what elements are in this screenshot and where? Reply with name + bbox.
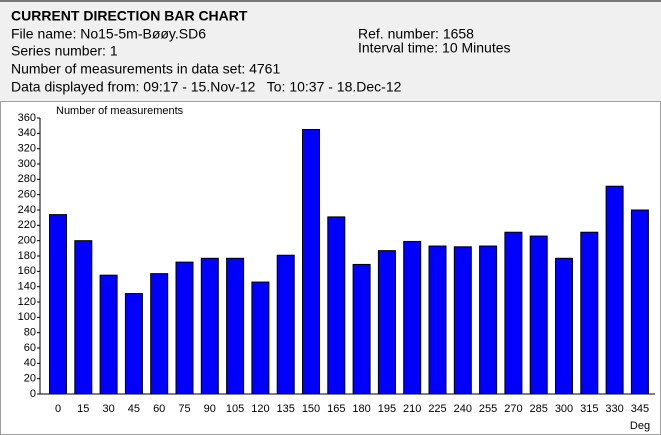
y-tick-label: 180 bbox=[18, 250, 36, 262]
header-background bbox=[0, 0, 661, 101]
series-number: Series number: 1 bbox=[11, 43, 118, 59]
bar bbox=[327, 216, 346, 395]
y-tick-label: 60 bbox=[24, 342, 36, 354]
y-axis-label: Number of measurements bbox=[56, 105, 184, 117]
ref-number: Ref. number: 1658 bbox=[358, 26, 474, 42]
y-tick-label: 140 bbox=[18, 281, 36, 293]
x-tick-label: 240 bbox=[454, 403, 472, 415]
y-tick-label: 240 bbox=[18, 204, 36, 216]
x-tick-label: 30 bbox=[102, 403, 114, 415]
bar bbox=[99, 274, 118, 395]
bar bbox=[49, 214, 67, 395]
bar bbox=[630, 209, 649, 395]
x-tick-label: 105 bbox=[226, 403, 244, 415]
x-tick-label: 150 bbox=[302, 403, 320, 415]
bar bbox=[453, 246, 472, 395]
x-tick-label: 60 bbox=[153, 403, 165, 415]
y-tick-label: 260 bbox=[18, 189, 36, 201]
x-tick-label: 225 bbox=[428, 403, 446, 415]
y-tick-label: 300 bbox=[18, 158, 36, 170]
y-tick-label: 280 bbox=[18, 173, 36, 185]
y-tick-label: 120 bbox=[18, 296, 36, 308]
title: CURRENT DIRECTION BAR CHART bbox=[11, 8, 248, 24]
y-tick-label: 40 bbox=[24, 357, 36, 369]
x-tick-label: 195 bbox=[378, 403, 396, 415]
y-tick-label: 0 bbox=[30, 388, 36, 400]
measurements: Number of measurements in data set: 4761 bbox=[11, 61, 280, 77]
bar bbox=[74, 240, 93, 395]
bar bbox=[555, 257, 573, 395]
interval: Interval time: 10 Minutes bbox=[358, 40, 511, 56]
bar bbox=[150, 273, 169, 395]
y-tick-label: 160 bbox=[18, 265, 36, 277]
x-tick-label: 0 bbox=[55, 403, 61, 415]
bar bbox=[529, 235, 548, 395]
x-tick-label: 120 bbox=[251, 403, 269, 415]
bar bbox=[251, 281, 270, 395]
bar bbox=[504, 231, 523, 395]
bar bbox=[302, 129, 320, 395]
x-tick-label: 315 bbox=[580, 403, 598, 415]
bar bbox=[377, 250, 396, 395]
x-tick-label: 330 bbox=[605, 403, 623, 415]
x-tick-label: 255 bbox=[479, 403, 497, 415]
x-tick-label: 300 bbox=[555, 403, 573, 415]
x-tick-label: 270 bbox=[504, 403, 522, 415]
displayed-range: Data displayed from: 09:17 - 15.Nov-12 T… bbox=[11, 79, 402, 95]
x-tick-label: 135 bbox=[277, 403, 295, 415]
y-tick-label: 220 bbox=[18, 219, 36, 231]
x-tick-label: 75 bbox=[178, 403, 190, 415]
y-tick-label: 100 bbox=[18, 311, 36, 323]
bar bbox=[352, 263, 371, 395]
bar bbox=[276, 254, 295, 395]
x-tick-label: 45 bbox=[128, 403, 140, 415]
x-tick-label: 165 bbox=[327, 403, 345, 415]
y-tick-label: 360 bbox=[18, 112, 36, 124]
x-tick-label: 210 bbox=[403, 403, 421, 415]
x-tick-label: 345 bbox=[631, 403, 649, 415]
x-tick-label: 90 bbox=[204, 403, 216, 415]
x-axis-label: Deg bbox=[630, 420, 650, 432]
x-tick-label: 180 bbox=[352, 403, 370, 415]
x-tick-label: 15 bbox=[77, 403, 89, 415]
y-tick-label: 200 bbox=[18, 235, 36, 247]
bar bbox=[428, 245, 447, 395]
bar bbox=[580, 231, 599, 395]
bar bbox=[175, 261, 194, 395]
bar bbox=[124, 293, 143, 395]
bar bbox=[605, 185, 624, 395]
y-tick-label: 320 bbox=[18, 143, 36, 155]
bar bbox=[200, 257, 219, 395]
file-name: File name: No15-5m-Bøøy.SD6 bbox=[11, 26, 206, 42]
y-tick-label: 20 bbox=[24, 373, 36, 385]
bar bbox=[403, 240, 422, 395]
bar bbox=[226, 257, 245, 395]
y-tick-label: 340 bbox=[18, 127, 36, 139]
x-tick-label: 285 bbox=[530, 403, 548, 415]
y-tick-label: 80 bbox=[24, 327, 36, 339]
bar bbox=[479, 245, 498, 395]
